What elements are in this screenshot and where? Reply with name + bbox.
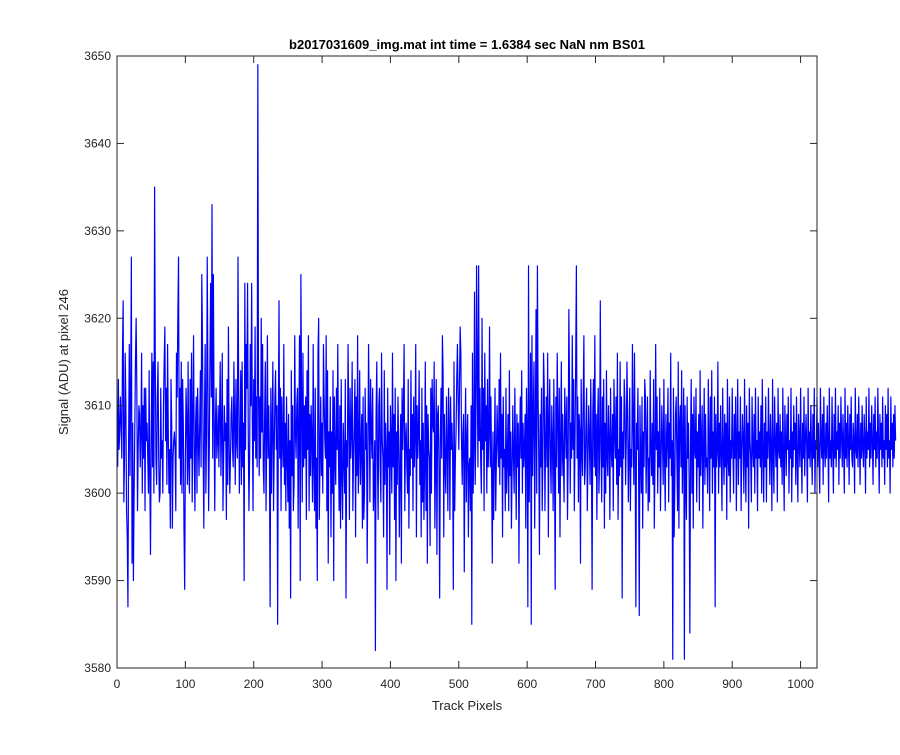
plot-frame [116,55,818,669]
y-tick-label-3650: 3650 [84,49,111,63]
x-tick-label-900: 900 [722,677,742,691]
y-tick-label-3630: 3630 [84,224,111,238]
x-tick-label-0: 0 [114,677,121,691]
x-tick-label-100: 100 [175,677,195,691]
y-tick-label-3590: 3590 [84,574,111,588]
y-axis-label: Signal (ADU) at pixel 246 [56,289,71,435]
y-axis-ticks: 3580 3590 3600 3610 3620 3630 3640 3650 [84,49,817,675]
x-tick-label-200: 200 [244,677,264,691]
y-tick-label-3600: 3600 [84,486,111,500]
y-tick-label-3580: 3580 [84,661,111,675]
y-tick-label-3640: 3640 [84,136,111,150]
x-axis-label: Track Pixels [432,698,503,713]
x-tick-label-300: 300 [312,677,332,691]
chart-title: b2017031609_img.mat int time = 1.6384 se… [289,37,645,52]
x-tick-label-800: 800 [654,677,674,691]
x-axis-ticks: 0 100 200 300 400 500 600 700 800 900 1000 [114,56,814,691]
x-tick-label-700: 700 [586,677,606,691]
y-tick-label-3620: 3620 [84,311,111,325]
x-tick-label-1000: 1000 [787,677,814,691]
y-tick-label-3610: 3610 [84,399,111,413]
x-tick-label-400: 400 [380,677,400,691]
x-tick-label-600: 600 [517,677,537,691]
series-line [117,64,897,660]
x-tick-label-500: 500 [449,677,469,691]
